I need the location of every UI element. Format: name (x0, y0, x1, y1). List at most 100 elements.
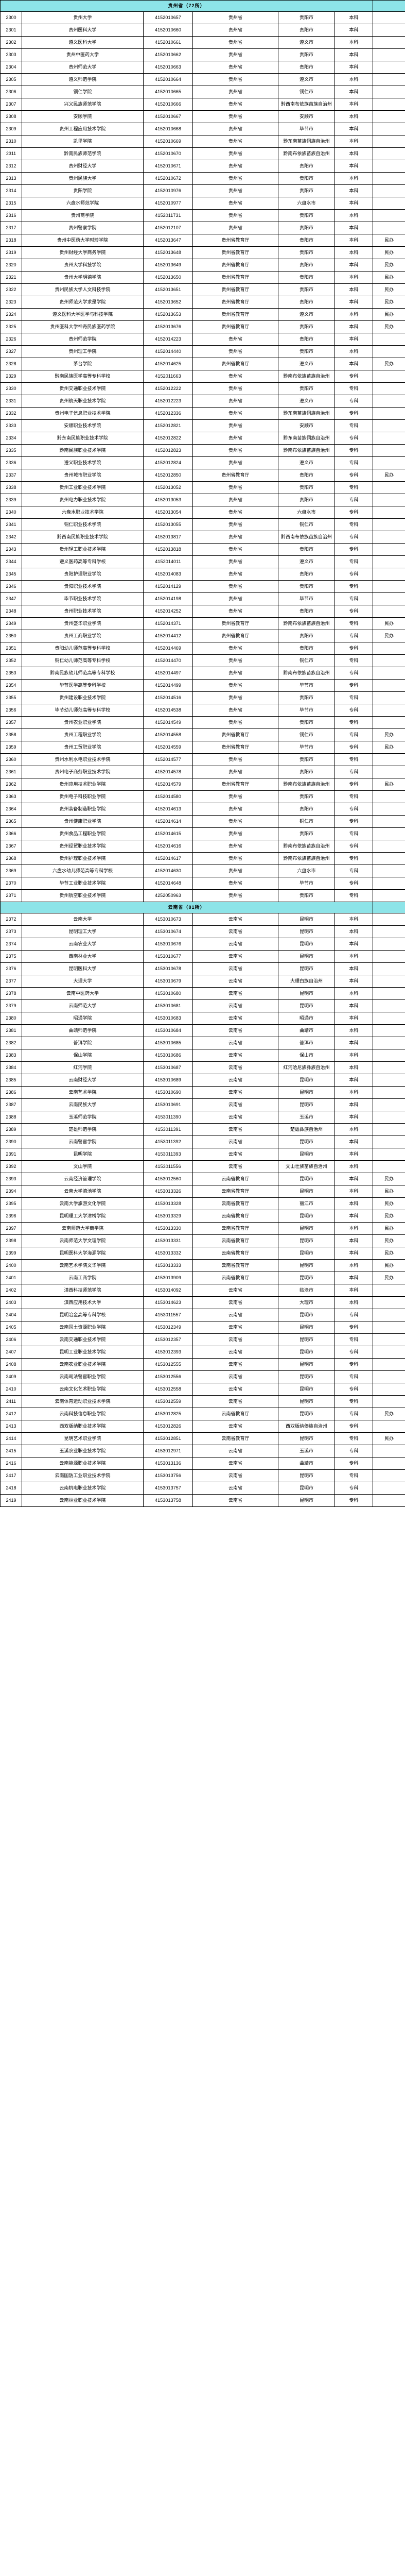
cell-idx: 2309 (0, 123, 22, 135)
cell-dept: 云南省 (192, 938, 278, 951)
cell-level: 专科 (334, 1432, 374, 1445)
cell-name: 茅台学院 (22, 358, 144, 370)
table-row: 2382 普洱学院 4153010685 云南省 普洱市 本科 (0, 1037, 405, 1049)
table-row: 2314 贵阳学院 4152010976 贵州省 贵阳市 本科 (0, 184, 405, 197)
cell-name: 云南机电职业技术学院 (22, 1482, 144, 1495)
cell-city: 贵阳市 (278, 889, 335, 902)
cell-dept: 云南省教育厅 (192, 1272, 278, 1284)
cell-idx: 2343 (0, 543, 22, 556)
cell-idx: 2356 (0, 704, 22, 717)
cell-name: 云南大学 (22, 913, 144, 926)
cell-level: 专科 (334, 506, 374, 519)
cell-type (373, 1160, 405, 1173)
cell-dept: 云南省教育厅 (192, 1408, 278, 1420)
cell-code: 4152010669 (143, 135, 193, 148)
cell-dept: 云南省 (192, 1111, 278, 1124)
cell-type (373, 1012, 405, 1025)
cell-city: 昆明市 (278, 1185, 335, 1198)
cell-level: 专科 (334, 704, 374, 717)
cell-name: 云南能源职业技术学院 (22, 1457, 144, 1470)
cell-city: 黔西南布依族苗族自治州 (278, 531, 335, 544)
table-row: 2406 云南交通职业技术学院 4153012357 云南省 昆明市 专科 (0, 1333, 405, 1346)
cell-dept: 贵州省 (192, 395, 278, 408)
cell-code: 4153013758 (143, 1494, 193, 1507)
table-row: 2395 云南大学旅游文化学院 4153013328 云南省教育厅 丽江市 本科 民办 (0, 1197, 405, 1210)
cell-dept: 贵州省 (192, 605, 278, 618)
cell-type (373, 531, 405, 544)
cell-code: 4153011557 (143, 1309, 193, 1321)
cell-name: 贵州民族大学人文科技学院 (22, 283, 144, 296)
cell-city: 贵阳市 (278, 716, 335, 729)
cell-name: 贵州电子商务职业技术学院 (22, 766, 144, 778)
cell-city: 安顺市 (278, 110, 335, 123)
cell-level: 专科 (334, 1469, 374, 1482)
cell-dept: 贵州省 (192, 543, 278, 556)
section-header-spacer (373, 0, 405, 12)
cell-dept: 贵州省 (192, 642, 278, 655)
table-row: 2329 黔南民族医学高等专科学校 4152011663 贵州省 黔南布依族苗族自治州专… (0, 370, 405, 383)
cell-code: 4152014578 (143, 766, 193, 778)
cell-name: 西双版纳职业技术学院 (22, 1420, 144, 1433)
cell-idx: 2386 (0, 1086, 22, 1099)
cell-dept: 贵州省 (192, 704, 278, 717)
cell-name: 昆明学院 (22, 1148, 144, 1161)
cell-name: 贵州师范大学 (22, 61, 144, 74)
table-row: 2340 六盘水职业技术学院 4152013054 贵州省 六盘水市 专科 (0, 506, 405, 519)
cell-name: 贵州职业技术学院 (22, 605, 144, 618)
cell-type (373, 370, 405, 383)
cell-idx: 2340 (0, 506, 22, 519)
cell-type: 民办 (373, 1173, 405, 1185)
cell-dept: 贵州省 (192, 555, 278, 568)
cell-code: 4152014499 (143, 679, 193, 692)
cell-level: 专科 (334, 1457, 374, 1470)
cell-level: 本科 (334, 61, 374, 74)
cell-dept: 贵州省教育厅 (192, 234, 278, 247)
cell-code: 4152013648 (143, 246, 193, 259)
table-row: 2388 玉溪师范学院 4153011390 云南省 玉溪市 本科 (0, 1111, 405, 1124)
cell-name: 贵州大学科技学院 (22, 259, 144, 272)
cell-code: 4152012824 (143, 456, 193, 469)
cell-city: 贵阳市 (278, 11, 335, 24)
cell-idx: 2325 (0, 320, 22, 333)
cell-city: 遵义市 (278, 358, 335, 370)
cell-type (373, 865, 405, 877)
cell-type (373, 679, 405, 692)
cell-idx: 2369 (0, 865, 22, 877)
cell-city: 黔东南苗族侗族自治州 (278, 432, 335, 445)
cell-code: 4152014616 (143, 840, 193, 853)
cell-level: 专科 (334, 691, 374, 704)
cell-dept: 云南省 (192, 1037, 278, 1049)
cell-name: 昆明理工大学 (22, 925, 144, 938)
cell-code: 4152014577 (143, 753, 193, 766)
cell-code: 4152010657 (143, 11, 193, 24)
cell-dept: 贵州省 (192, 852, 278, 865)
cell-type (373, 1420, 405, 1433)
cell-name: 昆明理工大学津桥学院 (22, 1210, 144, 1223)
cell-type (373, 889, 405, 902)
cell-dept: 贵州省 (192, 407, 278, 420)
cell-type (373, 1074, 405, 1087)
cell-idx: 2387 (0, 1098, 22, 1111)
cell-type (373, 852, 405, 865)
cell-level: 专科 (334, 1482, 374, 1495)
table-row: 2305 遵义师范学院 4152010664 贵州省 遵义市 本科 (0, 73, 405, 86)
cell-dept: 贵州省 (192, 209, 278, 222)
cell-type (373, 1024, 405, 1037)
cell-level: 本科 (334, 246, 374, 259)
table-row: 2398 云南师范大学文理学院 4153013331 云南省教育厅 昆明市 本科 民办 (0, 1234, 405, 1247)
cell-dept: 贵州省 (192, 531, 278, 544)
cell-city: 昆明市 (278, 962, 335, 975)
cell-code: 4152014579 (143, 778, 193, 791)
table-row: 2409 云南司法警官职业学院 4153012556 云南省 昆明市 专科 (0, 1370, 405, 1383)
table-row: 2351 贵阳幼儿师范高等专科学校 4152014469 贵州省 贵阳市 专科 (0, 642, 405, 655)
table-row: 2320 贵州大学科技学院 4152013649 贵州省教育厅 贵阳市 本科 民办 (0, 259, 405, 272)
cell-city: 丽江市 (278, 1197, 335, 1210)
table-row: 2331 贵州航天职业技术学院 4152012223 贵州省 遵义市 专科 (0, 395, 405, 408)
cell-name: 安顺职业技术学院 (22, 419, 144, 432)
cell-city: 六盘水市 (278, 865, 335, 877)
cell-name: 云南大学旅游文化学院 (22, 1197, 144, 1210)
cell-dept: 贵州省 (192, 11, 278, 24)
cell-dept: 贵州省教育厅 (192, 246, 278, 259)
table-row: 2323 贵州师范大学求是学院 4152013652 贵州省教育厅 贵阳市 本科 民办 (0, 296, 405, 309)
cell-type (373, 1123, 405, 1136)
